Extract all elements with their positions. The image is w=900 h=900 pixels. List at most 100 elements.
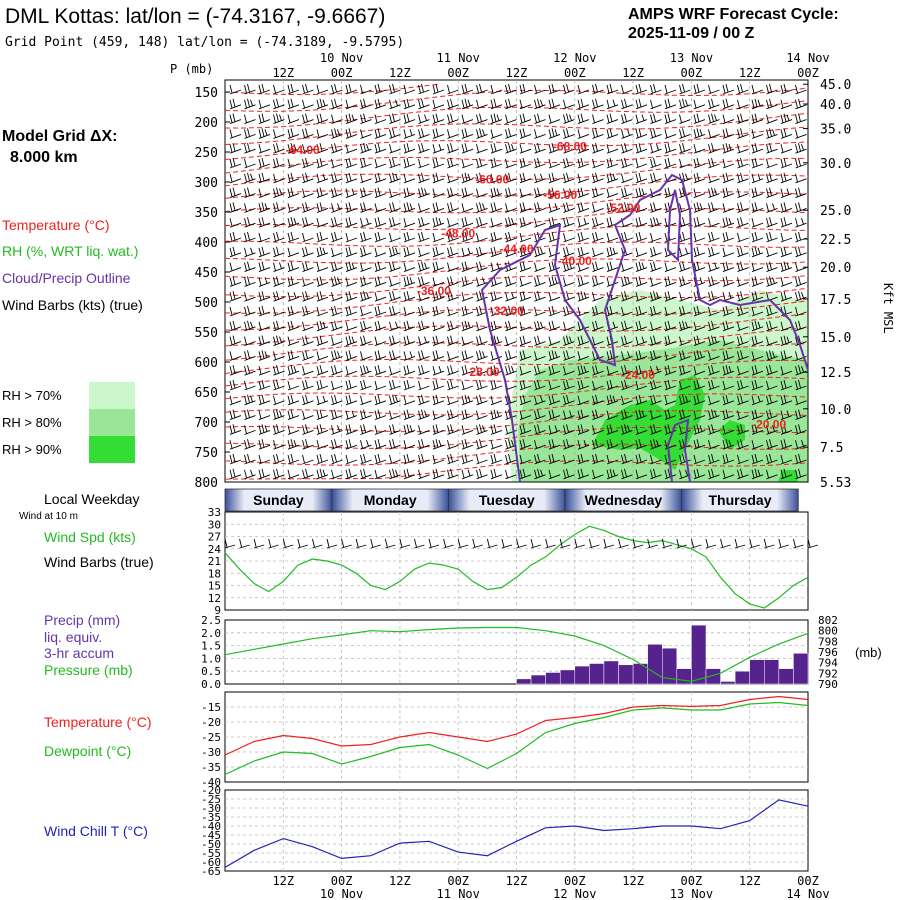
wind-barb [650, 366, 662, 376]
wind-barb [621, 306, 633, 317]
wind-barb [389, 439, 401, 450]
wind-barb [345, 277, 358, 287]
wind-barb [258, 277, 271, 287]
wind-barb [737, 128, 749, 139]
time-tick-label: 12Z [272, 66, 294, 80]
wind-barb [766, 336, 778, 347]
wind-barb [519, 188, 532, 199]
wind-barb [287, 217, 300, 228]
wind-barb [258, 261, 271, 273]
wind-barb [722, 172, 735, 184]
wind-barb [577, 202, 590, 213]
wind-barb [519, 83, 532, 95]
temperature-contour-label: -56.00 [543, 188, 577, 202]
wind-barb [780, 424, 793, 435]
wind-barb [534, 113, 546, 125]
wind-barb [780, 439, 793, 450]
wind-barb [461, 143, 474, 154]
wind-barb [244, 203, 256, 213]
rh-legend: RH > 70% RH > 80% RH > 90% [2, 382, 135, 463]
wind-barb [302, 305, 314, 317]
wind-barb [664, 291, 677, 302]
wind-barb [505, 439, 517, 450]
wind-barb [606, 394, 619, 406]
wind-barb [476, 321, 488, 332]
wind-barb [766, 469, 778, 480]
wind-barb [621, 276, 633, 287]
wind-barb [302, 321, 314, 332]
time-tick-label: 12Z [506, 874, 528, 888]
wind-barb [476, 454, 488, 465]
wind-barb [621, 379, 633, 391]
wind-barb [780, 291, 793, 302]
wind-barb [737, 366, 749, 376]
wind-barb [664, 365, 677, 376]
wind-barb [273, 291, 285, 302]
wind-barb [519, 261, 532, 273]
wind-barb-field [229, 83, 807, 480]
wind-barb [519, 172, 532, 184]
wind-barb [331, 143, 343, 154]
wind-barb [316, 335, 329, 347]
wind-barb [461, 172, 474, 184]
wind-barb [432, 321, 445, 332]
wind-barb [229, 98, 242, 110]
wind-barb [563, 454, 575, 465]
wind-barb [693, 202, 706, 213]
wind-barb [722, 83, 735, 95]
wind-barb [534, 262, 546, 273]
wind-barb [273, 351, 285, 361]
wind-barb [403, 231, 416, 243]
wind-barb [316, 98, 329, 110]
wind-barb [577, 157, 590, 169]
wind-barb [316, 231, 329, 243]
wind-barb [374, 336, 387, 347]
wind-barb [244, 394, 256, 406]
wind-barb [548, 172, 561, 184]
wind-barb [751, 351, 764, 361]
wind-barb [708, 173, 720, 184]
wind-barb [722, 336, 735, 347]
wind-barb [664, 113, 677, 125]
temperature-contour-label: -20.00 [752, 417, 786, 431]
wind-barb [708, 468, 720, 480]
height-tick-label: 35.0 [820, 123, 851, 138]
panel-tick-label: -25 [201, 731, 221, 744]
wind-barb [418, 453, 430, 465]
wind-barb [563, 277, 575, 287]
wind-barb [374, 365, 387, 376]
wind-barb [635, 187, 648, 199]
wind-barb [258, 144, 271, 154]
panel-tick-label: 1.0 [201, 652, 221, 665]
temperature-contour-label: -28.00 [465, 365, 499, 379]
wind-barb [563, 261, 575, 273]
wind-barb [302, 394, 314, 406]
temperature-contour-line [224, 287, 809, 314]
wind-barb [650, 454, 662, 465]
wind-barb [490, 129, 503, 139]
temperature-contour-line [224, 359, 809, 387]
temperature-contour-line [224, 327, 809, 361]
wind-barb [795, 365, 807, 376]
wind-barb [345, 321, 358, 332]
wind-barb [302, 217, 314, 228]
wind-barb [563, 468, 575, 480]
wind-barb [534, 98, 546, 110]
temperature-contour-line [224, 191, 809, 214]
wind-barb [766, 320, 778, 332]
wind-barb [780, 379, 793, 391]
wind-barb [229, 453, 242, 465]
wind-barb [389, 144, 401, 154]
wind-barb [244, 158, 256, 169]
wind-barb [331, 380, 343, 391]
wind-barb [563, 410, 575, 421]
wind-barb [345, 291, 358, 302]
wind-barb [505, 305, 517, 317]
surface-wind-barb [749, 538, 760, 549]
precip-bar [516, 678, 532, 685]
panel-tick-label: 18 [208, 567, 221, 580]
wind-barb [244, 453, 256, 465]
wind-barb [563, 439, 575, 450]
time-tick-label: 12Z [389, 66, 411, 80]
wind-barb [780, 202, 793, 213]
